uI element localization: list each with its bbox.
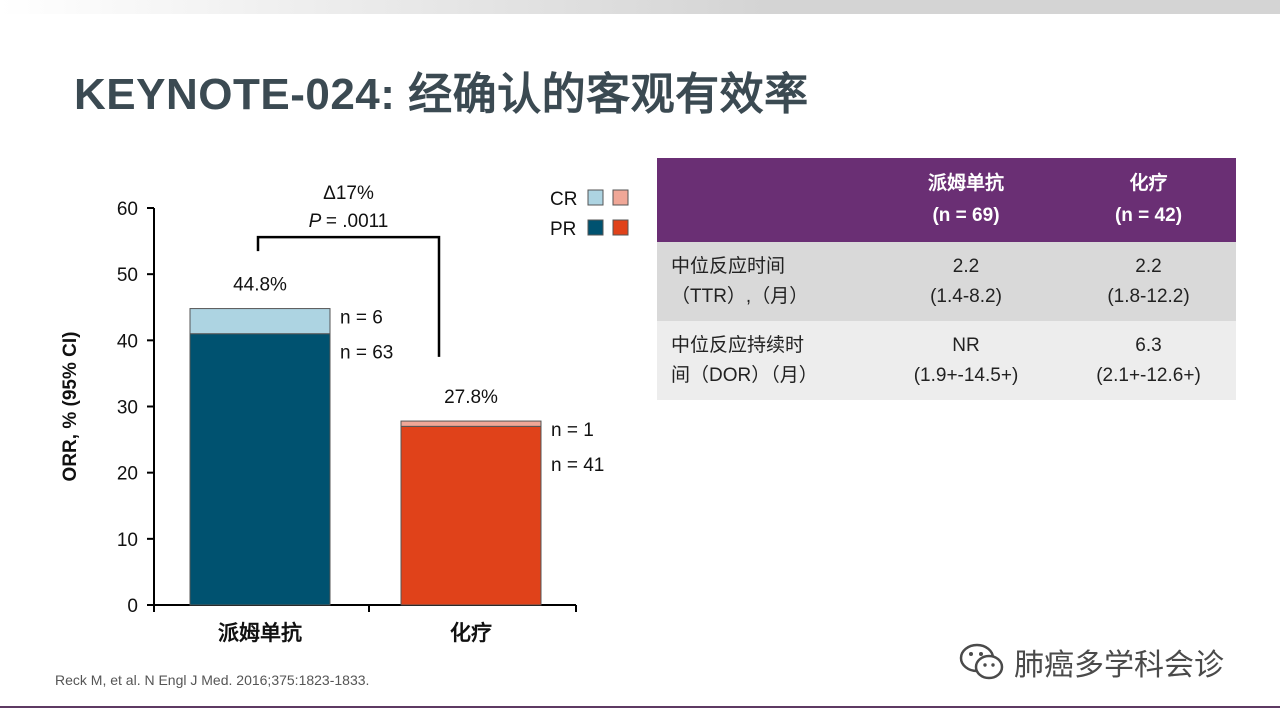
- cell-value: 2.2 (1.8-12.2): [1061, 242, 1236, 321]
- row-label: 中位反应持续时 间（DOR）（月）: [657, 321, 871, 400]
- row-label-line: 间（DOR）（月）: [671, 364, 818, 386]
- legend-label-pr: PR: [550, 219, 576, 240]
- y-tick-label: 30: [117, 398, 138, 419]
- row-label: 中位反应时间 （TTR）,（月）: [657, 242, 871, 321]
- cell-value: NR (1.9+-14.5+): [871, 321, 1061, 400]
- bar-total-label: 44.8%: [233, 275, 287, 296]
- cell-range: (1.9+-14.5+): [913, 364, 1019, 386]
- table-header-pembrolizumab: 派姆单抗 (n = 69): [871, 158, 1061, 242]
- bottom-divider: [0, 706, 1280, 708]
- row-label-line: 中位反应时间: [671, 255, 786, 277]
- y-tick-label: 10: [117, 530, 138, 551]
- citation: Reck M, et al. N Engl J Med. 2016;375:18…: [55, 672, 370, 688]
- pr-count-label: n = 63: [340, 343, 393, 364]
- response-table: 派姆单抗 (n = 69) 化疗 (n = 42) 中位反应时间 （TTR）,（…: [657, 158, 1236, 400]
- cell-median: 2.2: [952, 255, 980, 277]
- table-row-ttr: 中位反应时间 （TTR）,（月） 2.2 (1.4-8.2) 2.2 (1.8-…: [657, 242, 1236, 321]
- slide-title: KEYNOTE-024: 经确认的客观有效率: [74, 70, 809, 119]
- header-arm-name: 化疗: [1129, 173, 1168, 194]
- header-arm-n: (n = 69): [932, 205, 1000, 226]
- x-category-label: 派姆单抗: [218, 621, 302, 645]
- y-tick-label: 50: [117, 265, 138, 286]
- cell-range: (1.8-12.2): [1107, 285, 1190, 307]
- p-symbol: P: [309, 211, 326, 232]
- legend-swatch-cr-pembro: [587, 189, 604, 206]
- header-arm-n: (n = 42): [1114, 205, 1183, 226]
- table-header-chemo: 化疗 (n = 42): [1061, 158, 1236, 242]
- p-number: = .0011: [326, 211, 389, 232]
- cell-range: (2.1+-12.6+): [1096, 364, 1201, 386]
- bar-cr: [400, 420, 542, 427]
- legend-swatch-cr-chemo: [612, 189, 629, 206]
- legend-swatch-pr-pembro: [587, 219, 604, 236]
- y-tick-label: 0: [127, 596, 138, 617]
- delta-label: Δ17%: [323, 183, 374, 204]
- significance-bracket: [256, 235, 441, 357]
- legend-swatch-pr-chemo: [612, 219, 629, 236]
- orr-bar-chart: 0 10 20 30 40 50 60 ORR, % (95% CI) 44.8% 派姆单抗 n =…: [60, 183, 629, 645]
- bar-pr: [400, 425, 542, 606]
- cr-count-label: n = 1: [551, 420, 594, 441]
- table-header-row: 派姆单抗 (n = 69) 化疗 (n = 42): [657, 158, 1236, 242]
- watermark: 肺癌多学科会诊: [958, 640, 1224, 684]
- header-arm-name: 派姆单抗: [927, 173, 1004, 194]
- cell-median: 6.3: [1135, 334, 1162, 356]
- bar-pr: [189, 333, 331, 606]
- legend-label-cr: CR: [550, 189, 577, 210]
- y-tick-label: 40: [117, 331, 138, 352]
- cell-value: 6.3 (2.1+-12.6+): [1061, 321, 1236, 400]
- cell-median: 2.2: [1135, 255, 1162, 277]
- row-label-line: 中位反应持续时: [671, 334, 805, 356]
- cell-median: NR: [952, 334, 980, 356]
- top-decoration-band: [0, 0, 1280, 14]
- bar-cr: [189, 308, 331, 335]
- watermark-text: 肺癌多学科会诊: [1014, 649, 1224, 682]
- table-header-empty: [657, 158, 871, 242]
- cell-value: 2.2 (1.4-8.2): [871, 242, 1061, 321]
- y-tick-label: 20: [117, 464, 138, 485]
- row-label-line: （TTR）,（月）: [671, 285, 809, 307]
- y-axis-label: ORR, % (95% CI): [60, 332, 81, 482]
- p-value-label: P = .0011: [309, 211, 389, 232]
- bar-total-label: 27.8%: [444, 387, 498, 408]
- table-row-dor: 中位反应持续时 间（DOR）（月） NR (1.9+-14.5+) 6.3 (2…: [657, 321, 1236, 400]
- pr-count-label: n = 41: [551, 455, 604, 476]
- wechat-icon: [959, 643, 1004, 680]
- y-tick-label: 60: [117, 199, 138, 220]
- cell-range: (1.4-8.2): [930, 285, 1002, 307]
- x-category-label: 化疗: [450, 621, 492, 645]
- cr-count-label: n = 6: [340, 308, 383, 329]
